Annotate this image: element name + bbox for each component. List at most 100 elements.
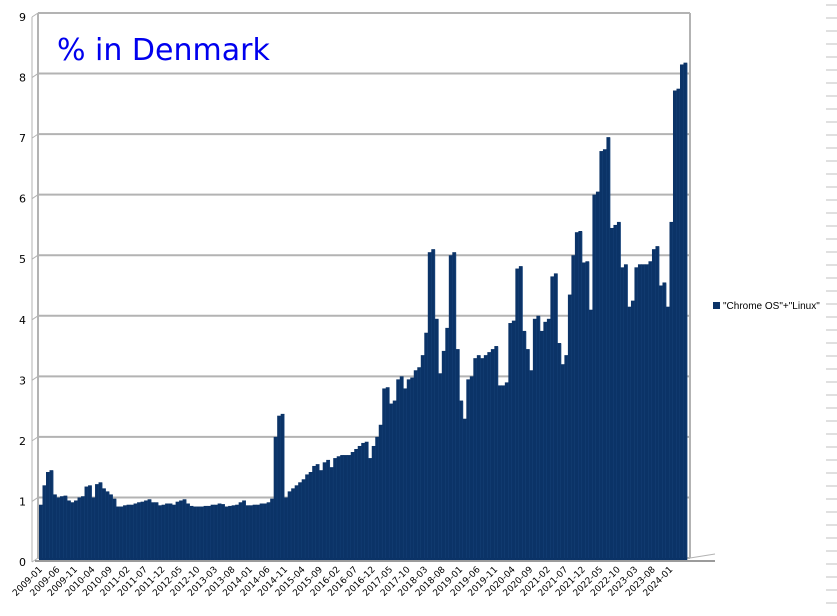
bar <box>175 501 180 560</box>
y-tick-label: 5 <box>19 253 26 266</box>
bar <box>483 355 488 560</box>
bar <box>354 449 359 560</box>
bar <box>557 343 562 560</box>
bar <box>126 504 131 560</box>
bar <box>672 90 677 560</box>
y-tick-label: 6 <box>19 193 26 206</box>
bar <box>644 264 649 560</box>
bar <box>277 415 281 560</box>
bar <box>116 506 120 560</box>
bar <box>224 506 229 560</box>
bar <box>585 261 590 560</box>
bar <box>375 436 380 560</box>
bar <box>574 232 579 560</box>
bar <box>515 268 520 560</box>
bar <box>294 485 299 560</box>
bar <box>627 306 632 560</box>
bar <box>480 358 485 560</box>
bar <box>217 503 222 560</box>
bar <box>287 491 292 560</box>
bar <box>242 500 246 560</box>
bar <box>298 482 303 560</box>
bar <box>350 452 355 560</box>
bar <box>315 464 320 560</box>
bar <box>284 497 288 560</box>
y-tick-label: 8 <box>19 72 26 85</box>
bar <box>634 267 639 560</box>
bar <box>406 379 411 560</box>
bar <box>655 246 660 560</box>
bar <box>172 504 176 560</box>
bar <box>455 349 460 560</box>
bar <box>238 502 243 560</box>
bar <box>88 485 92 560</box>
bar <box>438 373 443 560</box>
bar <box>361 442 366 560</box>
bar <box>196 506 201 560</box>
bar <box>497 385 502 560</box>
bar <box>105 491 110 560</box>
bar <box>56 497 61 560</box>
bar <box>263 503 267 560</box>
bar <box>326 459 331 560</box>
bar <box>49 470 54 560</box>
bar <box>445 327 450 560</box>
bar <box>119 506 124 560</box>
bar <box>385 387 390 560</box>
bar <box>112 498 117 560</box>
bar <box>228 505 232 560</box>
bar <box>151 502 155 560</box>
bar <box>179 500 183 560</box>
bar <box>249 505 253 560</box>
bar <box>270 498 274 560</box>
bar <box>599 151 604 561</box>
bar <box>532 318 537 560</box>
bars <box>35 62 716 562</box>
bar <box>462 418 467 560</box>
bar <box>630 300 635 560</box>
bar <box>518 266 523 560</box>
y-tick-label: 4 <box>19 314 26 327</box>
bar <box>399 376 404 560</box>
bar <box>252 504 257 560</box>
bar <box>571 255 576 560</box>
bar <box>189 505 194 560</box>
bar <box>473 358 478 560</box>
x-axis: 2009-012009-062009-112010-042010-092011-… <box>11 565 675 599</box>
bar <box>371 445 376 560</box>
bar <box>529 370 534 560</box>
bar <box>357 445 362 560</box>
bar <box>504 382 509 560</box>
bar <box>221 504 225 560</box>
bar <box>193 506 197 560</box>
bar <box>70 502 75 560</box>
y-tick-label: 3 <box>19 374 26 387</box>
bar <box>378 424 383 560</box>
bar <box>609 227 614 560</box>
bar <box>147 499 152 560</box>
bar <box>403 388 408 560</box>
bar <box>546 318 551 560</box>
bar <box>144 500 148 560</box>
bar <box>452 252 457 560</box>
bar <box>130 504 134 560</box>
bar <box>256 504 260 560</box>
bar <box>340 455 345 560</box>
bar <box>214 504 218 560</box>
bar <box>508 323 513 560</box>
bar <box>235 504 239 560</box>
bar <box>581 262 586 560</box>
bar <box>207 505 211 560</box>
bar <box>417 367 422 560</box>
bar <box>67 500 71 560</box>
bar <box>42 485 47 560</box>
bar <box>74 500 78 560</box>
bar <box>525 349 530 560</box>
bar <box>637 264 642 560</box>
bar <box>410 377 415 560</box>
bar <box>578 231 583 560</box>
chart-title: % in Denmark <box>57 33 270 68</box>
bar <box>133 503 138 560</box>
bar <box>679 64 684 560</box>
bar <box>522 330 527 560</box>
